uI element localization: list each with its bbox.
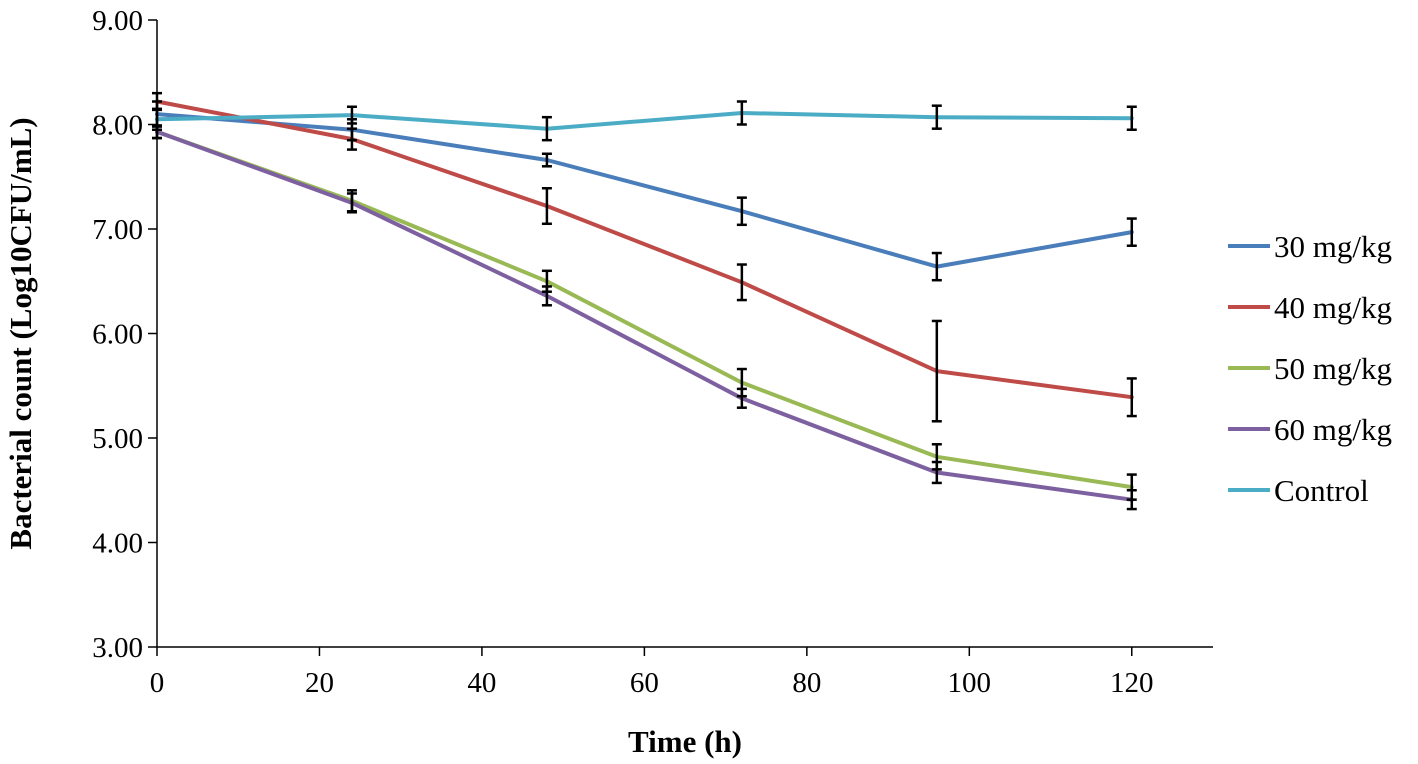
error-bar-40-mg-kg (931, 319, 942, 423)
y-tick-label: 8.00 (92, 110, 143, 142)
error-bar-control (736, 100, 747, 126)
x-tick-label: 40 (467, 667, 496, 699)
x-axis-title: Time (h) (628, 724, 742, 759)
error-bar-control (346, 105, 357, 125)
x-tick-label: 80 (792, 667, 821, 699)
legend-label: 60 mg/kg (1274, 412, 1392, 447)
legend-item-40-mg-kg: 40 mg/kg (1228, 290, 1392, 325)
legend-item-50-mg-kg: 50 mg/kg (1228, 351, 1392, 386)
error-bars-layer (152, 91, 1137, 511)
legend-label: 30 mg/kg (1274, 229, 1392, 264)
error-bar-60-mg-kg (346, 192, 357, 214)
series-line-30-mg-kg (155, 112, 1134, 269)
error-bar-40-mg-kg (541, 186, 552, 226)
error-bar-30-mg-kg (541, 152, 552, 168)
error-bar-60-mg-kg (736, 387, 747, 409)
series-line-60-mg-kg (155, 129, 1134, 502)
error-bar-30-mg-kg (931, 251, 942, 282)
x-tick-label: 60 (630, 667, 659, 699)
y-tick-label: 3.00 (92, 632, 143, 664)
y-tick-label: 5.00 (92, 423, 143, 455)
legend-label: Control (1274, 473, 1369, 508)
series-line-40-mg-kg (155, 99, 1134, 400)
error-bar-control (541, 115, 552, 142)
x-tick-label: 100 (948, 667, 992, 699)
legend-label: 40 mg/kg (1274, 290, 1392, 325)
series-line-control (155, 111, 1134, 131)
legend-item-control: Control (1228, 473, 1369, 508)
y-tick-label: 9.00 (92, 5, 143, 37)
error-bar-control (931, 104, 942, 130)
legend: 30 mg/kg 40 mg/kg 50 mg/kg 60 mg/kg Control (1228, 229, 1392, 508)
error-bar-40-mg-kg (1126, 377, 1137, 418)
y-tick-label: 6.00 (92, 319, 143, 351)
error-bar-30-mg-kg (736, 196, 747, 227)
error-bar-control (152, 107, 162, 131)
legend-label: 50 mg/kg (1274, 351, 1392, 386)
y-tick-label: 7.00 (92, 214, 143, 246)
error-bar-40-mg-kg (346, 127, 357, 151)
y-tick-label: 4.00 (92, 528, 143, 560)
x-ticks: 0 20 40 60 80 100 120 (150, 647, 1154, 699)
error-bar-40-mg-kg (736, 263, 747, 302)
y-ticks: 3.00 4.00 5.00 6.00 7.00 8.00 9.00 (92, 5, 157, 664)
error-bar-60-mg-kg (931, 460, 942, 485)
error-bar-30-mg-kg (1126, 217, 1137, 247)
x-tick-label: 0 (150, 667, 165, 699)
legend-item-60-mg-kg: 60 mg/kg (1228, 412, 1392, 447)
error-bar-60-mg-kg (1126, 489, 1137, 511)
x-tick-label: 120 (1110, 667, 1154, 699)
error-bar-60-mg-kg (541, 285, 552, 307)
x-tick-label: 20 (305, 667, 334, 699)
legend-item-30-mg-kg: 30 mg/kg (1228, 229, 1392, 264)
series-layer (155, 99, 1134, 502)
y-axis-title: Bacterial count (Log10CFU/mL) (3, 117, 38, 549)
error-bar-control (1126, 105, 1137, 131)
